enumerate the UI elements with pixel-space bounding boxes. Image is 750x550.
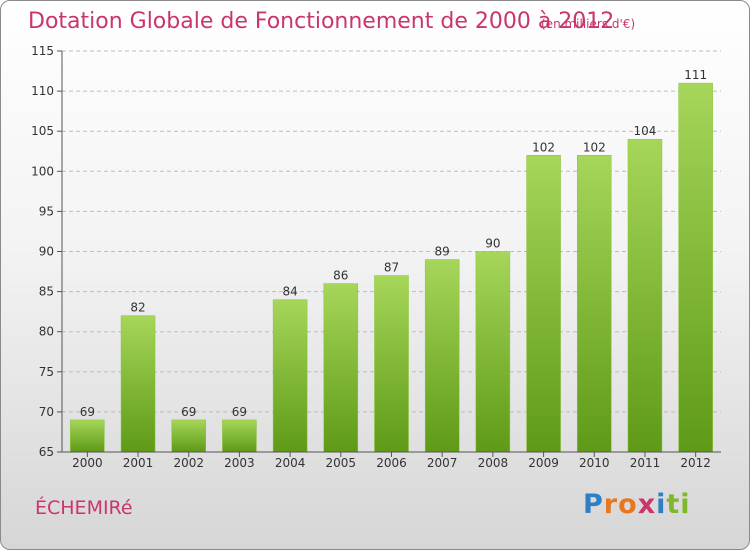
bar-value-label: 69 (232, 405, 247, 419)
bar (272, 299, 308, 453)
chart-subtitle: (en milliers d'€) (541, 17, 636, 31)
y-tick-label: 65 (39, 445, 54, 459)
x-tick-label: 2009 (528, 456, 559, 470)
y-tick-label: 100 (31, 164, 54, 178)
bar (526, 155, 561, 453)
x-tick-label: 2007 (427, 456, 458, 470)
x-tick-label: 2005 (326, 456, 357, 470)
bar-value-label: 84 (282, 285, 297, 299)
bar-value-label: 104 (634, 124, 657, 138)
bar (171, 419, 206, 453)
bar (374, 275, 409, 453)
bar-value-label: 82 (130, 301, 145, 315)
logo-letter: x (637, 489, 657, 520)
bar-value-label: 69 (181, 405, 196, 419)
y-tick-label: 70 (39, 405, 54, 419)
bar (627, 138, 663, 453)
x-tick-label: 2001 (123, 456, 154, 470)
bar (323, 283, 359, 453)
x-tick-label: 2008 (478, 456, 509, 470)
y-tick-label: 80 (39, 325, 54, 339)
proxiti-logo: Proxiti (583, 489, 691, 520)
bar (678, 82, 713, 453)
bar (577, 155, 612, 453)
bar-value-label: 86 (333, 269, 348, 283)
logo-letter: P (583, 489, 604, 520)
x-tick-label: 2010 (579, 456, 610, 470)
y-tick-label: 110 (31, 84, 54, 98)
x-tick-label: 2012 (680, 456, 711, 470)
bar-value-label: 102 (532, 140, 555, 154)
bar (424, 259, 460, 453)
y-tick-label: 105 (31, 124, 54, 138)
y-tick-label: 85 (39, 285, 54, 299)
bar-value-label: 90 (485, 237, 500, 251)
logo-letter: o (618, 489, 638, 520)
y-tick-label: 90 (39, 245, 54, 259)
x-tick-label: 2006 (376, 456, 407, 470)
bar-value-label: 69 (80, 405, 95, 419)
bar-value-label: 102 (583, 140, 606, 154)
x-tick-label: 2003 (224, 456, 255, 470)
chart-title: Dotation Globale de Fonctionnement de 20… (28, 9, 615, 34)
x-tick-label: 2002 (173, 456, 204, 470)
logo-letter: t (666, 489, 681, 520)
logo-letter: r (603, 489, 619, 520)
logo-letter: i (656, 489, 667, 520)
bar-value-label: 111 (684, 68, 707, 82)
x-tick-label: 2004 (275, 456, 306, 470)
y-tick-label: 75 (39, 365, 54, 379)
bar-value-label: 87 (384, 261, 399, 275)
x-tick-label: 2000 (72, 456, 103, 470)
bar (120, 315, 156, 453)
bar (222, 419, 257, 453)
logo-letter: i (680, 489, 691, 520)
x-tick-label: 2011 (630, 456, 661, 470)
bar (475, 251, 511, 453)
commune-name: ÉCHEMIRé (35, 497, 133, 519)
y-tick-label: 95 (39, 204, 54, 218)
bar (70, 419, 105, 453)
bar-value-label: 89 (435, 245, 450, 259)
y-tick-label: 115 (31, 44, 54, 58)
